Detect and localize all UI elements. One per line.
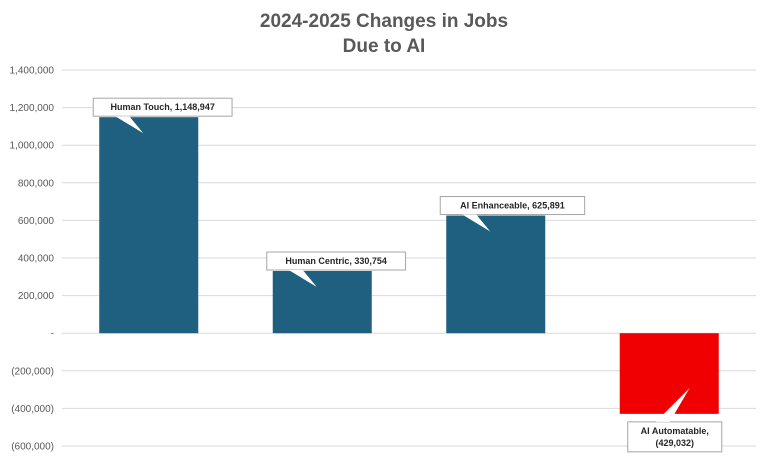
bar [272,271,372,334]
bar [446,215,546,334]
data-label-pointer [288,270,317,288]
y-tick-label: 1,400,000 [10,66,55,77]
data-label-text: Human Touch, 1,148,947 [110,102,214,112]
data-label-box [266,251,407,271]
bar [619,333,719,414]
y-tick-label: (600,000) [11,442,54,453]
y-tick-label: 600,000 [18,216,55,227]
bar [99,117,199,334]
data-label: Human Centric, 330,754 [266,251,407,288]
chart-subtitle: Due to AI [343,36,426,57]
y-tick-label: - [51,329,54,340]
data-label-pointer [115,116,144,134]
data-label-box [92,97,233,117]
data-label: Human Touch, 1,148,947 [92,97,233,134]
y-tick-label: 1,200,000 [10,103,55,114]
data-label: AI Enhanceable, 625,891 [439,196,586,232]
y-tick-label: 1,000,000 [10,141,55,152]
data-label-box [439,196,586,216]
data-label-pointer [462,214,491,232]
y-axis-tick-labels: 1,400,000 1,200,000 1,000,000 800,000 600,00… [10,66,55,453]
data-label: AI Automatable, (429,032) [627,387,723,453]
y-tick-label: 800,000 [18,178,55,189]
data-label-text: (429,032) [655,438,694,448]
data-label-box [627,421,723,453]
data-label-pointer [655,387,690,422]
y-tick-label: 400,000 [18,254,55,265]
data-label-text: Human Centric, 330,754 [285,256,387,266]
data-labels: Human Touch, 1,148,947 Human Centric, 330… [92,97,723,453]
y-tick-label: 200,000 [18,291,55,302]
bars [99,117,719,414]
y-tick-label: (200,000) [11,366,54,377]
chart-title: 2024-2025 Changes in Jobs [260,11,508,32]
y-tick-label: (400,000) [11,404,54,415]
data-label-text: AI Automatable, [641,426,709,436]
data-label-text: AI Enhanceable, 625,891 [460,201,565,211]
